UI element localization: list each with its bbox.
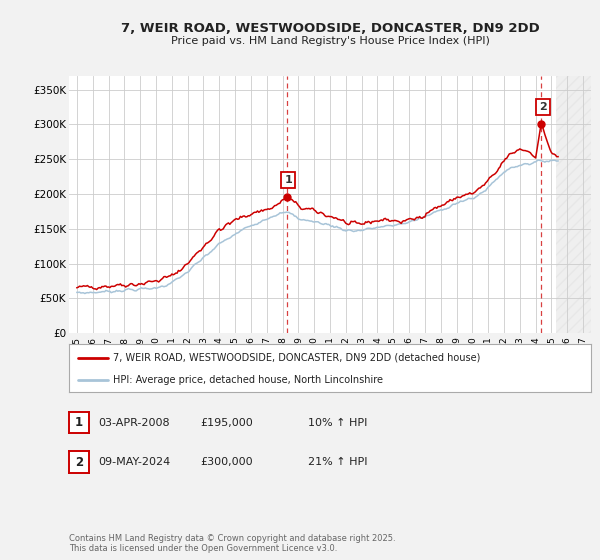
Text: £195,000: £195,000 [200,418,253,428]
Text: 7, WEIR ROAD, WESTWOODSIDE, DONCASTER, DN9 2DD (detached house): 7, WEIR ROAD, WESTWOODSIDE, DONCASTER, D… [113,353,481,363]
Text: Price paid vs. HM Land Registry's House Price Index (HPI): Price paid vs. HM Land Registry's House … [170,36,490,46]
Text: Contains HM Land Registry data © Crown copyright and database right 2025.
This d: Contains HM Land Registry data © Crown c… [69,534,395,553]
Text: £300,000: £300,000 [200,457,253,467]
Text: 7, WEIR ROAD, WESTWOODSIDE, DONCASTER, DN9 2DD: 7, WEIR ROAD, WESTWOODSIDE, DONCASTER, D… [121,22,539,35]
Bar [556,76,591,333]
Text: 21% ↑ HPI: 21% ↑ HPI [308,457,367,467]
Text: 1: 1 [75,416,83,430]
Text: 03-APR-2008: 03-APR-2008 [98,418,169,428]
Text: 10% ↑ HPI: 10% ↑ HPI [308,418,367,428]
Text: 1: 1 [284,175,292,185]
Text: HPI: Average price, detached house, North Lincolnshire: HPI: Average price, detached house, Nort… [113,375,383,385]
Text: 09-MAY-2024: 09-MAY-2024 [98,457,170,467]
Text: 2: 2 [75,455,83,469]
Text: 2: 2 [539,102,547,112]
